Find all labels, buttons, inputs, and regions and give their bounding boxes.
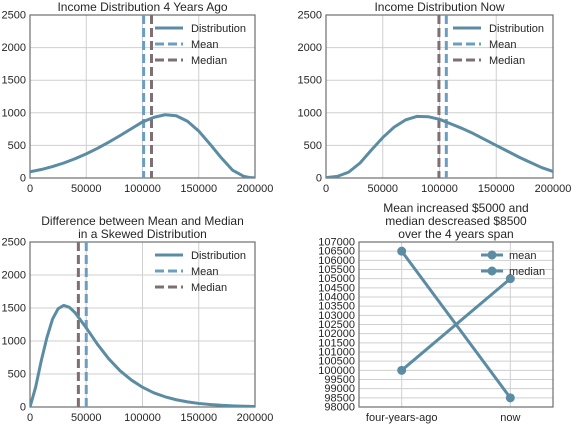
median-point (505, 393, 515, 403)
chart-title: median descreased $8500 (385, 214, 527, 228)
y-tick-label: 0 (20, 173, 26, 185)
y-tick-label: 2000 (298, 42, 322, 54)
y-tick-label: 98500 (324, 392, 355, 404)
y-tick-label: 101000 (318, 347, 355, 359)
chart-title: Income Distribution 4 Years Ago (57, 0, 227, 14)
y-tick-label: 101500 (318, 337, 355, 349)
mean-point (397, 365, 407, 375)
y-tick-label: 1000 (298, 107, 322, 119)
legend-label-median: Median (489, 55, 525, 67)
y-tick-label: 500 (304, 140, 322, 152)
x-tick-label: 150000 (478, 183, 515, 195)
x-tick-label: 100000 (124, 412, 161, 424)
y-tick-label: 100000 (318, 365, 355, 377)
plot-frame (358, 241, 554, 408)
y-tick-label: 105500 (318, 264, 355, 276)
panel-mean-median-change: 9800098500990009950010000010050010100010… (318, 201, 554, 424)
y-tick-label: 102500 (318, 319, 355, 331)
y-tick-label: 2500 (298, 10, 322, 22)
legend-label-distribution: Distribution (489, 23, 544, 35)
y-tick-label: 106500 (318, 246, 355, 258)
x-tick-label: 150000 (180, 412, 217, 424)
y-tick-label: 2000 (2, 42, 26, 54)
y-tick-label: 105000 (318, 273, 355, 285)
chart-title: over the 4 years span (398, 227, 513, 241)
y-tick-label: 1000 (2, 107, 26, 119)
panel-income-4-years-ago: 0 500 1000 1500 2000 2500 0 50000 100000 150000 20… (2, 0, 274, 195)
mean-point (505, 274, 515, 284)
legend-label-distribution: Distribution (191, 250, 246, 262)
x-tick-label: 0 (27, 412, 33, 424)
legend-label-mean: mean (509, 250, 537, 262)
panel-skewed-distribution: 0 500 1000 1500 2000 2500 0 50000 100000 150000 20… (2, 214, 274, 424)
y-tick-label: 104000 (318, 292, 355, 304)
x-tick-label: 50000 (71, 412, 102, 424)
y-tick-label: 2500 (2, 10, 26, 22)
plot-area (326, 15, 553, 178)
x-tick-label: 50000 (367, 183, 398, 195)
x-tick-label: now (500, 412, 520, 424)
legend-label-mean: Mean (191, 39, 219, 51)
y-tick-label: 107000 (318, 237, 355, 249)
x-tick-label: 50000 (71, 183, 102, 195)
y-tick-label: 98000 (324, 402, 355, 414)
y-tick-label: 102000 (318, 328, 355, 340)
y-tick-label: 1000 (2, 336, 26, 348)
y-tick-label: 0 (316, 173, 322, 185)
chart-title: Difference between Mean and Median (41, 214, 244, 228)
legend-label-median: Median (191, 55, 227, 67)
y-tick-label: 103500 (318, 301, 355, 313)
legend-marker-median (487, 266, 497, 276)
distribution-series-line (30, 113, 255, 178)
chart-title: Income Distribution Now (374, 0, 504, 14)
plot-area (397, 246, 515, 403)
x-tick-label: 100000 (124, 183, 161, 195)
y-tick-label: 99000 (324, 383, 355, 395)
y-tick-label: 103000 (318, 310, 355, 322)
legend-label-median: Median (191, 282, 227, 294)
legend-label-distribution: Distribution (191, 23, 246, 35)
median-point (397, 246, 407, 256)
distribution-series-line (30, 303, 255, 407)
x-tick-label: four-years-ago (366, 412, 438, 424)
y-tick-label: 1500 (2, 303, 26, 315)
y-tick-label: 500 (8, 369, 26, 381)
y-tick-label: 500 (8, 140, 26, 152)
x-tick-label: 100000 (421, 183, 458, 195)
legend-marker-mean (487, 250, 497, 260)
legend-label-mean: Mean (191, 266, 219, 278)
y-tick-label: 104500 (318, 282, 355, 294)
y-tick-label: 2500 (2, 237, 26, 249)
x-tick-label: 200000 (237, 412, 274, 424)
y-tick-label: 2000 (2, 270, 26, 282)
x-tick-label: 200000 (535, 183, 572, 195)
y-tick-label: 0 (20, 402, 26, 414)
y-tick-label: 1500 (2, 75, 26, 87)
y-tick-label: 100500 (318, 356, 355, 368)
x-tick-label: 0 (27, 183, 33, 195)
plot-area (30, 15, 255, 178)
median-series-line (400, 250, 512, 399)
y-tick-label: 1500 (298, 75, 322, 87)
legend-label-median: median (509, 266, 545, 278)
x-tick-label: 200000 (237, 183, 274, 195)
y-tick-label: 106000 (318, 255, 355, 267)
panel-income-now: 0 500 1000 1500 2000 2500 0 50000 100000 150000 20… (298, 0, 572, 195)
chart-title: Mean increased $5000 and (383, 201, 528, 215)
x-tick-label: 0 (323, 183, 329, 195)
plot-area (30, 242, 255, 407)
x-tick-label: 150000 (180, 183, 217, 195)
chart-title: in a Skewed Distribution (78, 227, 207, 241)
plot-frame (29, 241, 256, 408)
legend-label-mean: Mean (489, 39, 517, 51)
distribution-series-line (326, 114, 553, 178)
y-tick-label: 99500 (324, 374, 355, 386)
